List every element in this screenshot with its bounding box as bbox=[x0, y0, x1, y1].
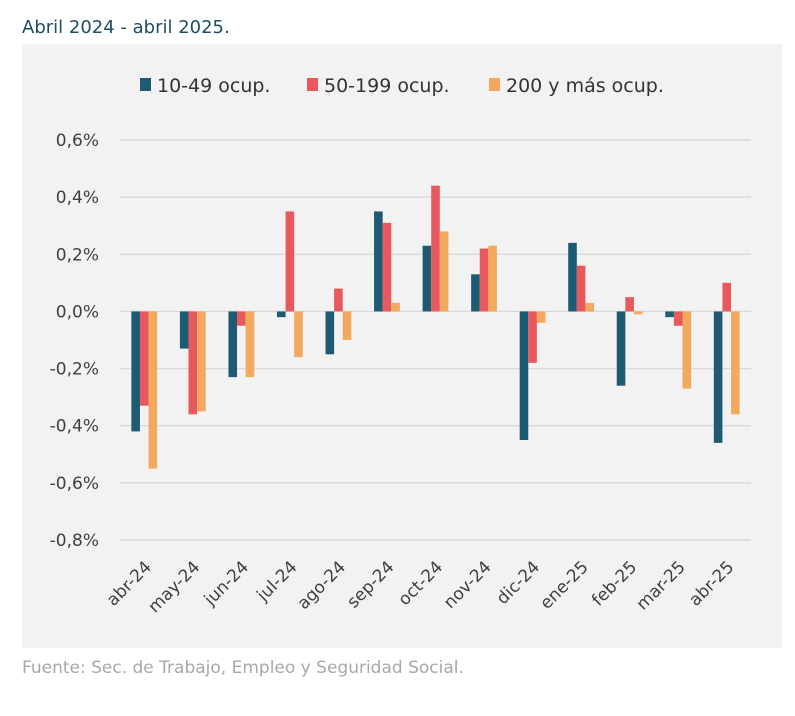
x-tick-label: sep-24 bbox=[343, 557, 398, 612]
x-tick-label: mar-25 bbox=[633, 557, 690, 614]
legend: 10-49 ocup. 50-199 ocup. 200 y más ocup. bbox=[140, 75, 664, 97]
bar-ago-24-series-3 bbox=[342, 311, 352, 340]
x-tick-label: nov-24 bbox=[440, 557, 496, 613]
y-tick-label: 0,6% bbox=[56, 131, 99, 151]
bar-feb-25-series-1 bbox=[616, 311, 626, 386]
bar-jun-24-series-2 bbox=[237, 311, 246, 326]
bar-mar-25-series-2 bbox=[673, 311, 683, 326]
x-tick-label: dic-24 bbox=[493, 557, 544, 608]
bar-mar-25-series-3 bbox=[682, 311, 692, 389]
bar-ago-24-series-2 bbox=[334, 288, 343, 312]
bar-abr-24-series-2 bbox=[139, 311, 149, 406]
bar-oct-24-series-3 bbox=[439, 231, 449, 312]
bar-ago-24-series-1 bbox=[325, 311, 335, 355]
legend-label: 10-49 ocup. bbox=[157, 75, 270, 97]
bar-ene-25-series-1 bbox=[568, 242, 577, 312]
x-tick-label: ene-25 bbox=[536, 557, 592, 613]
bar-abr-24-series-3 bbox=[148, 311, 158, 469]
bar-dic-24-series-1 bbox=[519, 311, 529, 440]
y-tick-label: -0,6% bbox=[50, 474, 99, 494]
legend-swatch bbox=[307, 78, 318, 91]
y-tick-label: -0,4% bbox=[50, 417, 99, 437]
bar-sep-24-series-2 bbox=[382, 222, 392, 312]
bar-oct-24-series-2 bbox=[431, 185, 440, 312]
bar-ene-25-series-3 bbox=[585, 302, 595, 312]
y-tick-label: 0,0% bbox=[56, 302, 99, 322]
x-tick-label: abr-25 bbox=[685, 557, 738, 610]
bar-dic-24-series-2 bbox=[528, 311, 537, 363]
bar-jun-24-series-1 bbox=[228, 311, 238, 378]
legend-label: 200 y más ocup. bbox=[506, 75, 664, 97]
bar-jul-24-series-3 bbox=[294, 311, 303, 358]
bar-dic-24-series-3 bbox=[536, 311, 546, 323]
x-tick-label: jun-24 bbox=[200, 557, 253, 610]
bar-sep-24-series-3 bbox=[391, 302, 400, 312]
y-tick-label: -0,2% bbox=[50, 360, 99, 380]
bar-mar-25-series-1 bbox=[665, 311, 674, 318]
legend-swatch bbox=[489, 78, 500, 91]
bar-sep-24-series-1 bbox=[374, 211, 383, 312]
bar-oct-24-series-1 bbox=[422, 245, 432, 312]
source-note: Fuente: Sec. de Trabajo, Empleo y Seguri… bbox=[22, 658, 464, 678]
bar-abr-25-series-1 bbox=[713, 311, 723, 443]
bar-abr-24-series-1 bbox=[131, 311, 140, 432]
bar-nov-24-series-3 bbox=[488, 245, 497, 312]
x-tick-label: may-24 bbox=[145, 557, 205, 617]
legend-label: 50-199 ocup. bbox=[324, 75, 450, 97]
bars bbox=[131, 185, 740, 469]
bar-nov-24-series-1 bbox=[471, 274, 480, 312]
bar-jul-24-series-2 bbox=[285, 211, 295, 312]
y-tick-label: -0,8% bbox=[50, 531, 99, 551]
bar-jul-24-series-1 bbox=[276, 311, 286, 318]
x-tick-label: ago-24 bbox=[294, 557, 350, 613]
bar-feb-25-series-3 bbox=[633, 311, 643, 315]
y-axis-ticks: 0,6% 0,4% 0,2% 0,0% -0,2% -0,4% -0,6% -0,8% bbox=[50, 131, 99, 551]
bar-may-24-series-1 bbox=[179, 311, 189, 349]
y-tick-label: 0,4% bbox=[56, 188, 99, 208]
x-tick-label: oct-24 bbox=[395, 557, 447, 609]
chart-subtitle: Abril 2024 - abril 2025. bbox=[22, 17, 230, 38]
bar-ene-25-series-2 bbox=[576, 265, 586, 312]
bar-jun-24-series-3 bbox=[245, 311, 255, 378]
bar-abr-25-series-2 bbox=[722, 282, 732, 312]
bar-may-24-series-2 bbox=[188, 311, 198, 415]
legend-swatch bbox=[140, 78, 151, 91]
bar-feb-25-series-2 bbox=[625, 297, 634, 312]
bar-nov-24-series-2 bbox=[479, 248, 489, 312]
bar-may-24-series-3 bbox=[197, 311, 206, 412]
bar-abr-25-series-3 bbox=[731, 311, 740, 415]
y-tick-label: 0,2% bbox=[56, 245, 99, 265]
x-tick-label: feb-25 bbox=[588, 557, 641, 610]
